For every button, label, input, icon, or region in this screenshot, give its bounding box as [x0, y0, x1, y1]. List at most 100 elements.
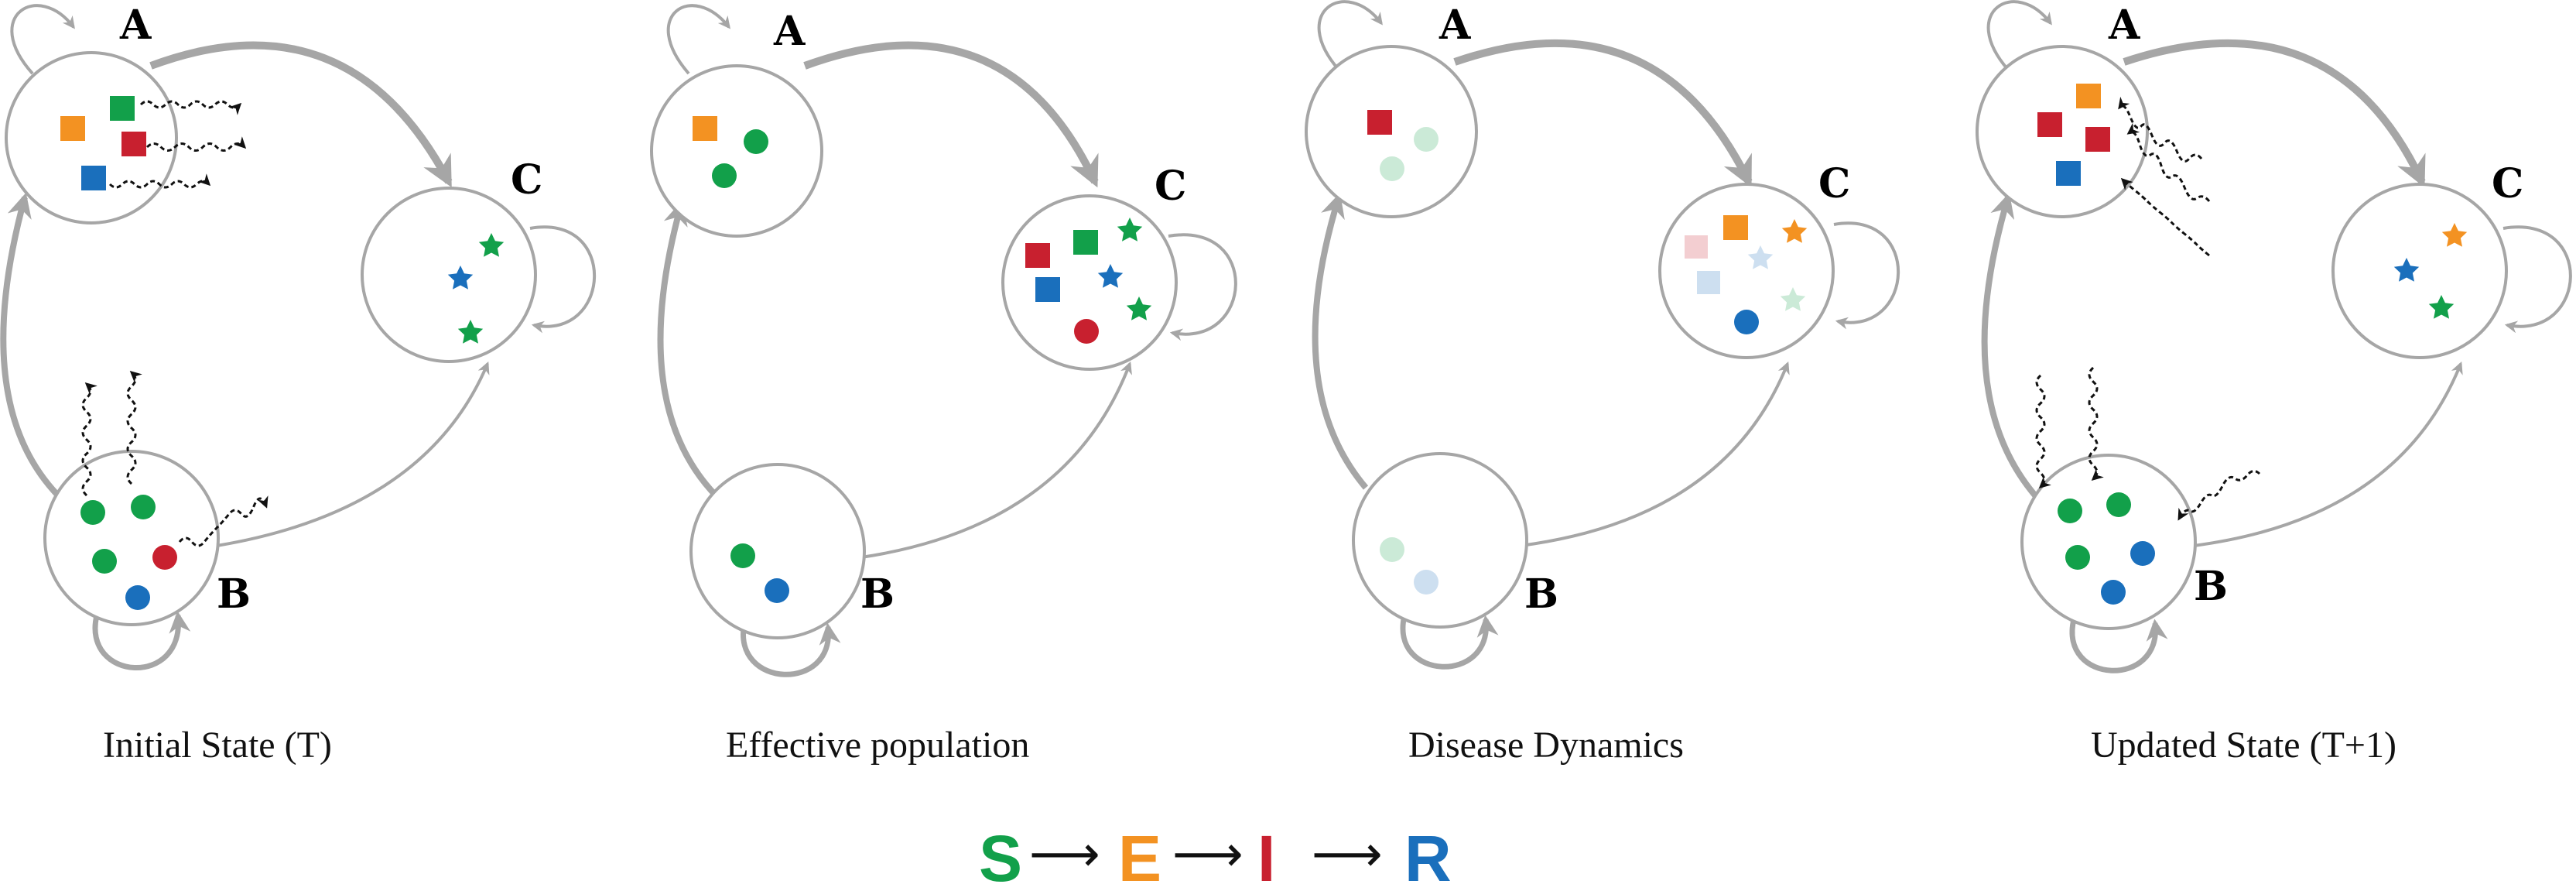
self-loop-b [741, 622, 841, 677]
panel-initial-state: A B C Initial State (T) [0, 2, 597, 766]
travel-arrow [81, 382, 97, 497]
self-loop-c [529, 225, 597, 334]
infected-square [2085, 127, 2110, 152]
node-b [689, 463, 866, 639]
travel-arrow-incoming [2118, 96, 2203, 163]
travel-arrow-incoming [2035, 374, 2051, 489]
seir-legend: S ⟶ E ⟶ I ⟶ R [979, 822, 1452, 891]
self-loop-b [1400, 615, 1499, 670]
recovered-circle [125, 585, 150, 610]
edge-a-to-c [803, 41, 1099, 188]
edge-a-to-c [2123, 39, 2426, 188]
node-label-b: B [2194, 563, 2228, 610]
travel-arrow-incoming [2126, 122, 2211, 202]
infected-circle [152, 545, 177, 570]
recovered-circle-faded [1414, 570, 1439, 595]
legend-state-s: S [979, 822, 1022, 891]
legend-state-r: R [1404, 822, 1452, 891]
susceptible-square [110, 96, 135, 121]
edge-b-to-c [2193, 362, 2463, 547]
node-label-a: A [2108, 2, 2140, 49]
exposed-square [1723, 215, 1748, 240]
travel-arrow-incoming [2177, 470, 2261, 521]
recovered-square [2056, 161, 2081, 186]
node-label-b: B [860, 571, 895, 618]
infected-square [2037, 112, 2062, 137]
node-c [1001, 194, 1178, 371]
legend-state-e: E [1118, 822, 1161, 891]
panel-updated-state: A B C Updated State (T+1) [1976, 0, 2572, 766]
infected-square [1367, 110, 1392, 135]
travel-arrow-incoming [2120, 177, 2210, 257]
panel-caption: Initial State (T) [103, 725, 332, 766]
exposed-square [60, 116, 85, 141]
panel-caption: Updated State (T+1) [2091, 725, 2396, 766]
recovered-square-faded [1697, 271, 1720, 294]
susceptible-circle [744, 129, 768, 154]
recovered-circle [2101, 580, 2126, 605]
travel-arrow [126, 370, 142, 485]
edge-b-to-a [657, 200, 718, 498]
edge-a-to-c [1453, 39, 1753, 188]
susceptible-circle [131, 495, 156, 519]
recovered-circle [765, 578, 789, 603]
edge-b-to-c [1520, 362, 1790, 547]
infected-square [1025, 243, 1050, 268]
node-c [2331, 183, 2508, 359]
recovered-circle [2130, 541, 2155, 566]
recovered-square [81, 166, 106, 190]
recovered-square [1035, 277, 1060, 302]
self-loop-a [10, 4, 75, 75]
node-label-c: C [2492, 160, 2523, 207]
self-loop-c [2502, 225, 2572, 334]
susceptible-circle [2106, 492, 2131, 517]
self-loop-b [2069, 619, 2168, 673]
legend-arrow: ⟶ [1312, 826, 1383, 883]
panel-disease-dynamics: A B C Disease Dynamics [1305, 0, 1900, 766]
panel-caption: Disease Dynamics [1408, 725, 1684, 766]
node-label-c: C [511, 156, 542, 204]
node-label-a: A [119, 2, 152, 49]
edge-b-to-c [216, 362, 490, 547]
self-loop-b [92, 611, 191, 670]
node-label-c: C [1818, 160, 1850, 207]
susceptible-circle-faded [1414, 127, 1439, 152]
self-loop-c [1833, 221, 1900, 330]
susceptible-circle [2065, 545, 2090, 570]
recovered-circle [1734, 310, 1759, 334]
susceptible-circle [92, 549, 117, 574]
susceptible-circle-faded [1380, 156, 1404, 181]
node-b [43, 450, 220, 626]
infected-circle [1074, 319, 1099, 344]
node-label-a: A [1439, 2, 1471, 49]
legend-arrow: ⟶ [1029, 826, 1100, 883]
legend-state-i: I [1257, 822, 1275, 891]
self-loop-a [666, 4, 730, 75]
susceptible-circle [2058, 499, 2082, 523]
edge-b-to-a [1981, 192, 2038, 498]
exposed-square [693, 116, 717, 141]
exposed-square [2076, 84, 2101, 108]
edge-b-to-a [1312, 192, 1369, 490]
node-a [650, 64, 823, 238]
edge-a-to-c [149, 41, 453, 188]
susceptible-square [1073, 230, 1098, 255]
self-loop-a [1986, 0, 2052, 71]
node-b [1352, 452, 1528, 629]
infected-square-faded [1685, 235, 1708, 259]
travel-arrow [108, 173, 211, 189]
susceptible-circle [80, 500, 105, 525]
node-label-b: B [217, 571, 251, 618]
self-loop-a [1317, 0, 1383, 71]
panel-caption: Effective population [726, 725, 1029, 766]
edge-b-to-a [0, 192, 60, 498]
node-label-c: C [1155, 163, 1186, 210]
node-label-a: A [773, 8, 806, 55]
edge-b-to-c [860, 362, 1132, 559]
legend-arrow: ⟶ [1172, 826, 1244, 883]
travel-arrow [139, 100, 242, 115]
susceptible-circle [730, 543, 755, 568]
panel-effective-population: A B C Effective population [650, 4, 1237, 766]
node-label-b: B [1524, 571, 1558, 618]
